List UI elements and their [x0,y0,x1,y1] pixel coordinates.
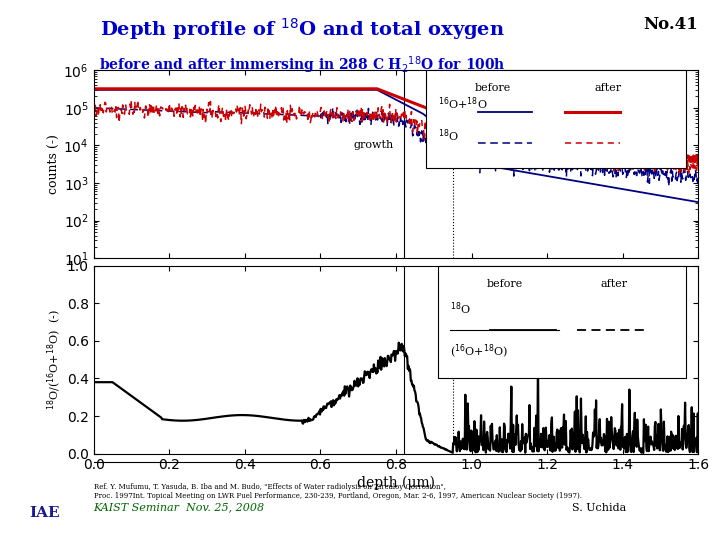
FancyBboxPatch shape [426,70,686,168]
Text: $^{16}$O+$^{18}$O: $^{16}$O+$^{18}$O [438,96,488,112]
Y-axis label: $^{18}$O/($^{16}$O+$^{18}$O)  (-): $^{18}$O/($^{16}$O+$^{18}$O) (-) [46,309,64,410]
Text: after: after [594,83,621,93]
Bar [403,70,453,258]
Text: Ref. Y. Mufumu, T. Yasuda, B. Iba and M. Budo, "Effects of Water radiolysis on Z: Ref. Y. Mufumu, T. Yasuda, B. Iba and M.… [94,483,582,501]
Text: KAIST Seminar  Nov. 25, 2008: KAIST Seminar Nov. 25, 2008 [94,503,265,512]
Y-axis label: counts (-): counts (-) [48,134,60,194]
Text: S. Uchida: S. Uchida [572,503,626,512]
Text: $^{18}$O: $^{18}$O [438,127,459,144]
Text: Depth profile of $^{18}$O and total oxygen: Depth profile of $^{18}$O and total oxyg… [100,16,505,42]
Text: before and after immersing in 288 C H$_2$$^{18}$O for 100h: before and after immersing in 288 C H$_2… [99,54,505,76]
Text: before: before [474,83,511,93]
Text: before: before [487,279,523,289]
Text: after: after [600,279,627,289]
Text: growth: growth [534,336,575,346]
Bar [403,266,453,454]
Text: ($^{16}$O+$^{18}$O): ($^{16}$O+$^{18}$O) [451,343,508,361]
Text: growth: growth [354,140,394,150]
X-axis label: depth (μm): depth (μm) [357,475,435,490]
Text: $^{18}$O: $^{18}$O [451,301,472,317]
Text: No.41: No.41 [644,16,698,33]
Text: IAE: IAE [29,506,60,520]
FancyBboxPatch shape [438,266,686,379]
